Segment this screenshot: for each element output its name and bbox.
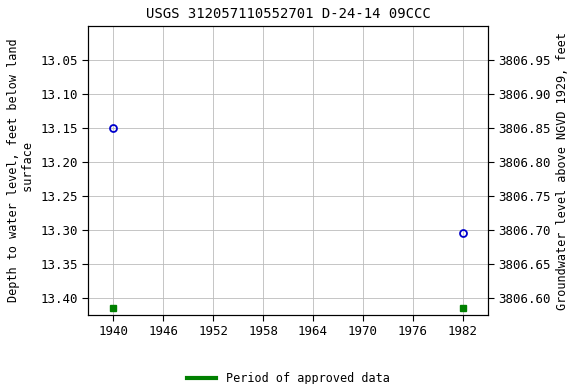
Title: USGS 312057110552701 D-24-14 09CCC: USGS 312057110552701 D-24-14 09CCC (146, 7, 430, 21)
Legend: Period of approved data: Period of approved data (182, 367, 394, 384)
Y-axis label: Groundwater level above NGVD 1929, feet: Groundwater level above NGVD 1929, feet (556, 31, 569, 310)
Y-axis label: Depth to water level, feet below land
 surface: Depth to water level, feet below land su… (7, 39, 35, 302)
